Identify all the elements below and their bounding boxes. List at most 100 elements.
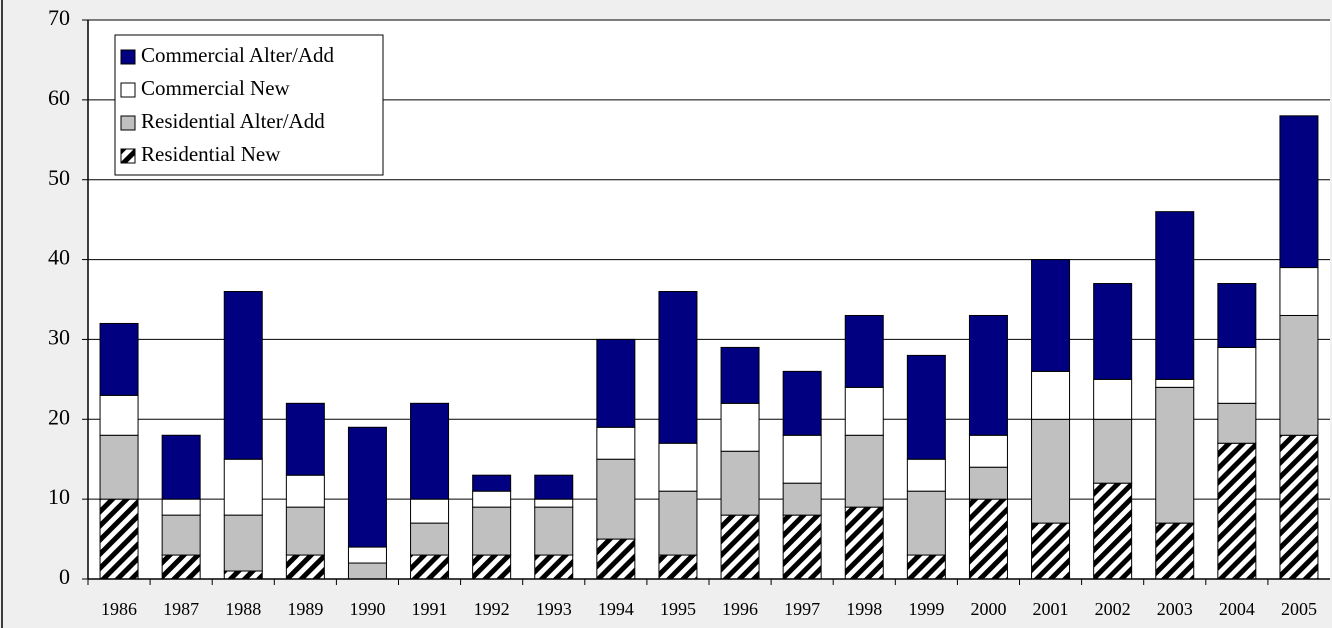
x-tick-label: 1988 [225, 599, 261, 619]
bar-segment [347, 562, 387, 580]
bar-segment [1217, 442, 1257, 580]
bar-segment [1031, 370, 1071, 420]
bar-segment [906, 458, 946, 492]
legend-label: Commercial Alter/Add [141, 43, 335, 67]
x-tick-label: 1993 [536, 599, 572, 619]
bar-segment [968, 434, 1008, 468]
bar-segment [161, 514, 201, 556]
bar-segment [223, 291, 263, 460]
bar-segment [347, 546, 387, 564]
legend-label: Residential Alter/Add [141, 109, 325, 133]
bar-segment [534, 554, 574, 580]
bar-segment [534, 498, 574, 508]
bar-segment [1279, 267, 1319, 316]
bar-segment [534, 506, 574, 556]
legend-box [114, 34, 384, 176]
bar-segment [844, 386, 884, 436]
y-tick-label: 40 [48, 245, 70, 270]
x-tick-label: 1990 [349, 599, 385, 619]
bar-segment [782, 482, 822, 516]
legend-swatch [120, 82, 136, 98]
x-tick-label: 1989 [287, 599, 323, 619]
y-tick-label: 50 [48, 165, 70, 190]
bar-segment [1217, 283, 1257, 348]
bar-segment [596, 458, 636, 540]
bar-segment [1031, 522, 1071, 580]
bar-segment [99, 498, 139, 580]
x-tick-label: 1991 [412, 599, 448, 619]
x-tick-label: 1998 [846, 599, 882, 619]
bar-segment [410, 522, 450, 556]
bar-segment [285, 474, 325, 508]
y-tick-label: 70 [48, 5, 70, 30]
bar-segment [658, 490, 698, 556]
bar-segment [223, 458, 263, 516]
bar-segment [285, 506, 325, 556]
bar-segment [720, 402, 760, 452]
bar-segment [720, 450, 760, 516]
x-tick-label: 1992 [474, 599, 510, 619]
legend-label: Commercial New [141, 76, 291, 100]
bar-segment [1155, 386, 1195, 524]
bar-segment [844, 314, 884, 388]
y-tick-label: 10 [48, 484, 70, 509]
bar-segment [1279, 115, 1319, 269]
x-tick-label: 2002 [1095, 599, 1131, 619]
x-tick-label: 2003 [1157, 599, 1193, 619]
bar-segment [1279, 434, 1319, 580]
bar-segment [906, 490, 946, 556]
bar-segment [906, 354, 946, 460]
x-tick-label: 1994 [598, 599, 634, 619]
bar-segment [99, 434, 139, 500]
legend-swatch [120, 49, 136, 65]
bar-segment [410, 402, 450, 500]
y-tick-label: 0 [59, 564, 70, 589]
bar-segment [968, 498, 1008, 580]
bar-segment [782, 370, 822, 436]
bar-segment [410, 554, 450, 580]
bar-segment [844, 506, 884, 580]
bar-segment [1155, 378, 1195, 388]
x-tick-label: 1997 [784, 599, 820, 619]
bar-segment [1093, 482, 1133, 580]
bar-segment [161, 434, 201, 500]
bar-segment [472, 554, 512, 580]
legend-swatch [120, 148, 136, 164]
y-tick-label: 60 [48, 85, 70, 110]
bar-segment [720, 514, 760, 580]
bar-segment [410, 498, 450, 524]
bar-segment [161, 554, 201, 580]
bar-segment [99, 322, 139, 396]
bar-segment [844, 434, 884, 508]
y-tick-label: 20 [48, 404, 70, 429]
x-tick-label: 1986 [101, 599, 137, 619]
bar-segment [472, 474, 512, 492]
bar-segment [285, 402, 325, 476]
bar-segment [347, 426, 387, 548]
bar-segment [1155, 522, 1195, 580]
bar-segment [968, 466, 1008, 500]
bar-segment [720, 346, 760, 404]
bar-segment [472, 490, 512, 508]
x-tick-label: 2005 [1281, 599, 1317, 619]
bar-segment [906, 554, 946, 580]
legend-swatch [120, 115, 136, 131]
bar-segment [968, 314, 1008, 436]
bar-segment [1031, 418, 1071, 524]
bar-segment [1217, 346, 1257, 404]
bar-segment [1279, 314, 1319, 436]
x-tick-label: 1996 [722, 599, 758, 619]
bar-segment [658, 442, 698, 492]
x-tick-label: 2004 [1219, 599, 1255, 619]
x-tick-label: 2001 [1033, 599, 1069, 619]
y-tick-label: 30 [48, 324, 70, 349]
bar-segment [596, 426, 636, 460]
bar-segment [223, 570, 263, 580]
x-tick-label: 1995 [660, 599, 696, 619]
x-tick-label: 2000 [970, 599, 1006, 619]
bar-segment [161, 498, 201, 516]
bar-segment [596, 338, 636, 428]
bar-segment [1217, 402, 1257, 444]
bar-segment [658, 291, 698, 444]
